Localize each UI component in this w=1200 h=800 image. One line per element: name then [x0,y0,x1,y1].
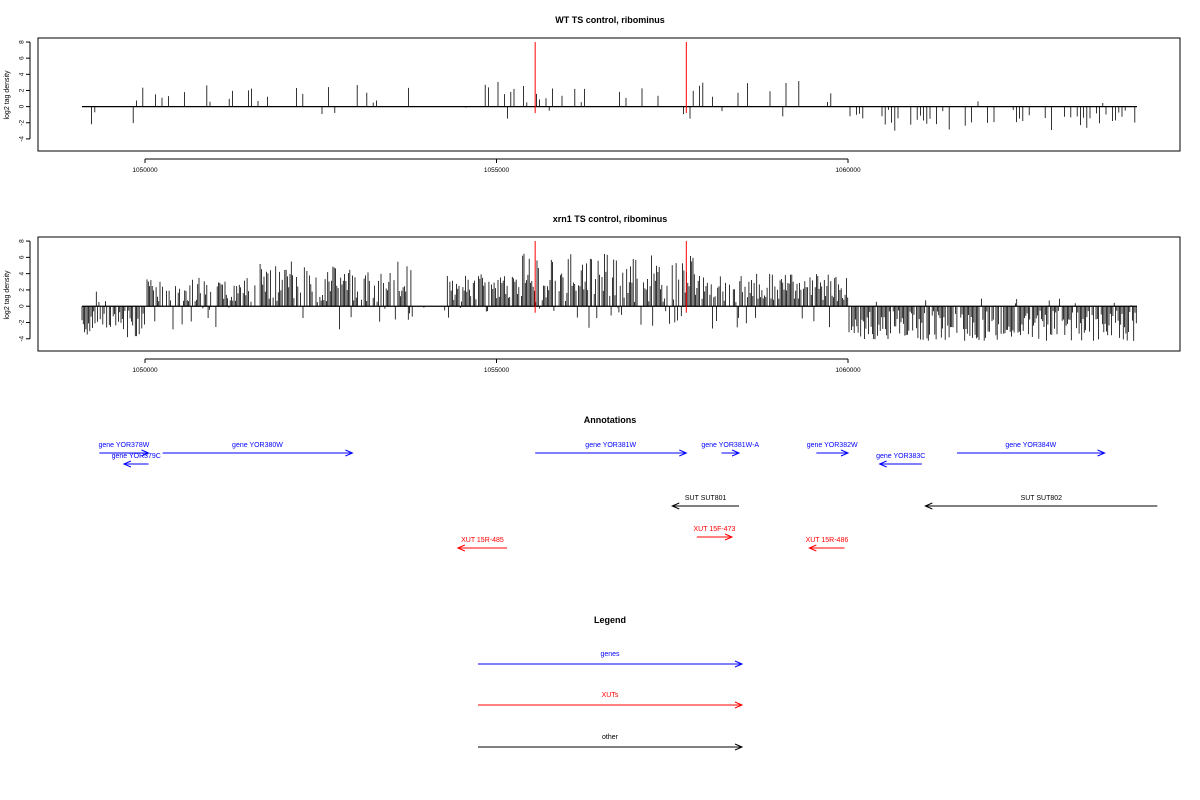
feature-label: gene YOR382W [807,442,858,449]
feature-label: gene YOR381W [585,442,636,449]
feature-label: XUT 15R-485 [461,537,504,544]
feature-gene-yor383c: gene YOR383C [876,453,925,468]
y-tick-label: 2 [19,88,26,92]
y-tick-label: 2 [19,288,26,292]
y-tick-label: 0 [19,104,26,108]
feature-xut-15f-473: XUT 15F-473 [693,526,735,541]
plot-frame [37,236,1181,352]
feature-label: gene YOR381W-A [701,442,759,449]
x-tick-label: 1055000 [484,167,510,174]
feature-label: gene YOR379C [112,453,161,460]
legend-title: Legend [594,615,626,625]
x-tick-label: 1050000 [132,367,158,374]
y-axis-label: log2 tag density [4,70,11,120]
legend-items: genes XUTs other [478,651,744,751]
feature-label: SUT SUT802 [1021,495,1063,502]
feature-sut-sut801: SUT SUT801 [670,495,740,510]
feature-label: gene YOR380W [232,442,283,449]
panel-title: WT TS control, ribominus [555,15,665,25]
feature-gene-yor382w: gene YOR382W [807,442,858,457]
x-tick-label: 1055000 [484,367,510,374]
y-tick-label: -4 [19,336,26,342]
y-tick-label: -2 [19,119,26,125]
y-axis-label: log2 tag density [4,270,11,320]
feature-gene-yor378w: gene YOR378W [98,442,150,457]
y-tick-label: 0 [19,304,26,308]
x-tick-label: 1060000 [835,167,861,174]
feature-gene-yor381w-a: gene YOR381W-A [701,442,759,457]
xrn1-track-panel: xrn1 TS control, ribominus log2 tag dens… [4,214,1181,374]
feature-label: XUT 15F-473 [693,526,735,533]
feature-gene-yor379c: gene YOR379C [112,453,161,468]
feature-label: gene YOR378W [98,442,149,449]
y-tick-label: 4 [19,271,26,275]
y-axis-ticks: 8 6 4 2 0 -2 -4 [19,239,31,342]
red-marker-lines [534,42,687,114]
feature-label: SUT SUT801 [685,495,727,502]
x-axis-ticks: 1050000 1055000 1060000 [132,358,861,374]
y-tick-label: -4 [19,136,26,142]
y-tick-label: -2 [19,319,26,325]
feature-xut-15r-485: XUT 15R-485 [456,537,508,552]
y-tick-label: 8 [19,239,26,243]
y-tick-label: 6 [19,255,26,259]
density-bars [91,81,1136,131]
feature-arrows: gene YOR378W gene YOR379C gene YOR380W gene… [98,442,1158,552]
y-tick-label: 4 [19,72,26,76]
feature-sut-sut802: SUT SUT802 [924,495,1158,510]
red-marker-lines [534,241,687,313]
x-tick-label: 1060000 [835,367,861,374]
legend-label: genes [600,651,620,658]
x-axis-ticks: 1050000 1055000 1060000 [132,158,861,174]
feature-xut-15r-486: XUT 15R-486 [806,537,849,552]
legend-label: other [602,734,619,741]
feature-gene-yor384w: gene YOR384W [956,442,1106,457]
legend-item-other: other [478,734,744,751]
wt-track-panel: WT TS control, ribominus log2 tag densit… [4,15,1181,174]
y-tick-label: 6 [19,56,26,60]
feature-gene-yor380w: gene YOR380W [162,442,354,457]
x-tick-label: 1050000 [132,167,158,174]
feature-gene-yor381w: gene YOR381W [535,442,688,457]
feature-label: gene YOR383C [876,453,925,460]
legend-item-xuts: XUTs [478,692,744,709]
density-bars [81,253,1137,341]
y-axis-ticks: 8 6 4 2 0 -2 -4 [19,40,31,142]
plot-frame [37,37,1181,152]
panel-title: xrn1 TS control, ribominus [553,214,668,224]
feature-label: gene YOR384W [1005,442,1056,449]
legend-item-genes: genes [478,651,744,668]
feature-label: XUT 15R-486 [806,537,849,544]
legend-section: Legend genes XUTs other [478,615,744,751]
y-tick-label: 8 [19,40,26,44]
legend-label: XUTs [602,692,619,699]
annotations-title: Annotations [584,415,637,425]
